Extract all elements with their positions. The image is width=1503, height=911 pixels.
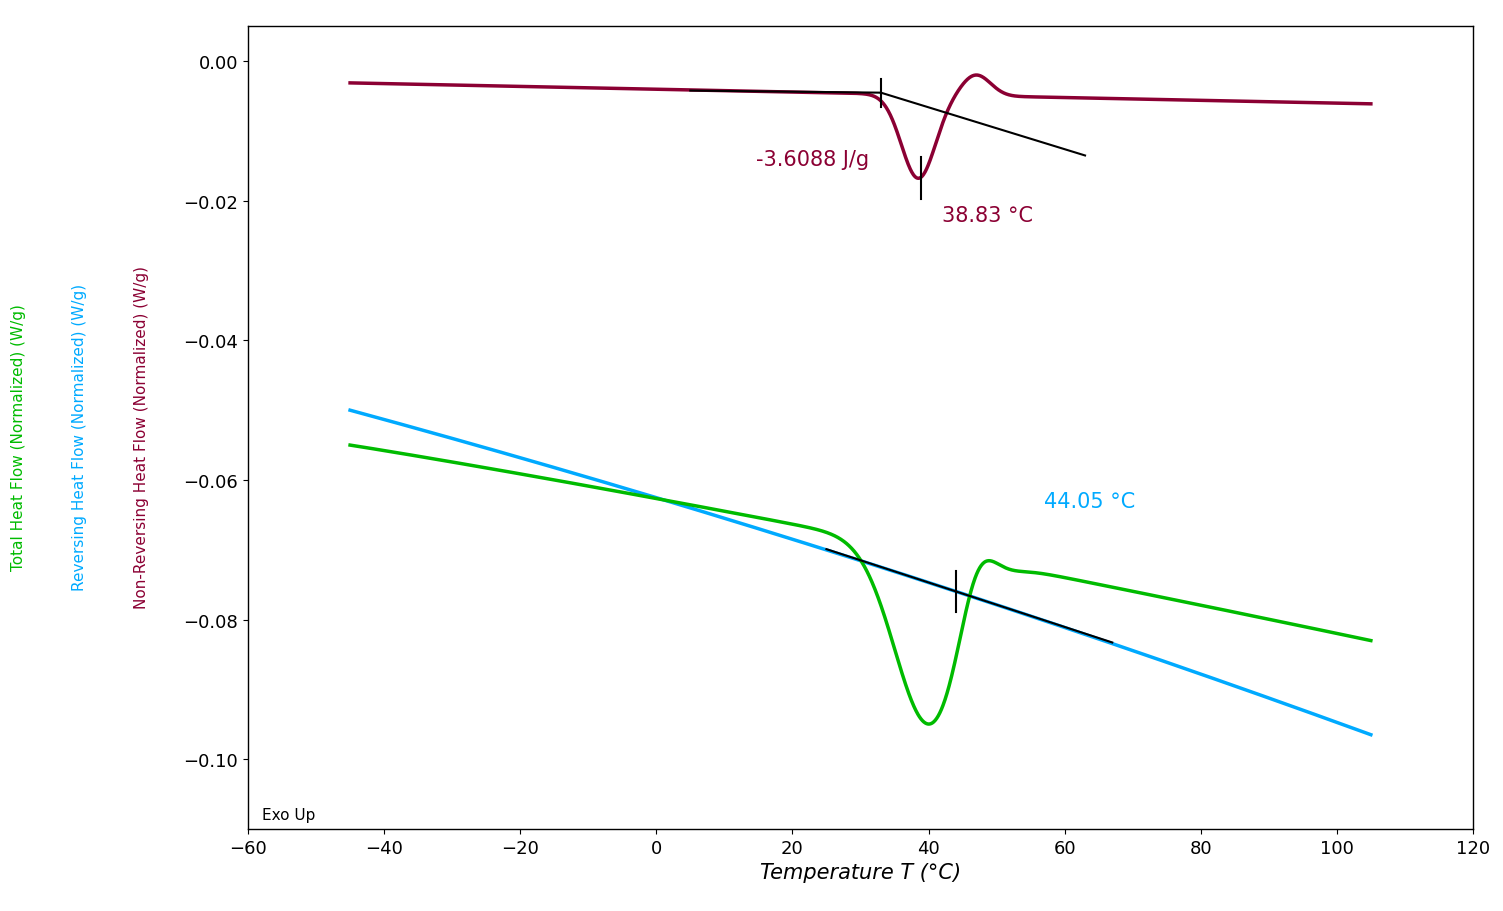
Text: -3.6088 J/g: -3.6088 J/g — [756, 149, 869, 169]
X-axis label: Temperature Τ (°C): Temperature Τ (°C) — [761, 862, 960, 882]
Text: Exo Up: Exo Up — [262, 807, 316, 822]
Text: 38.83 °C: 38.83 °C — [942, 206, 1033, 226]
Text: Non-Reversing Heat Flow (Normalized) (W/g): Non-Reversing Heat Flow (Normalized) (W/… — [134, 266, 149, 609]
Text: Total Heat Flow (Normalized) (W/g): Total Heat Flow (Normalized) (W/g) — [11, 304, 26, 570]
Text: Reversing Heat Flow (Normalized) (W/g): Reversing Heat Flow (Normalized) (W/g) — [72, 284, 87, 590]
Text: 44.05 °C: 44.05 °C — [1045, 491, 1135, 511]
